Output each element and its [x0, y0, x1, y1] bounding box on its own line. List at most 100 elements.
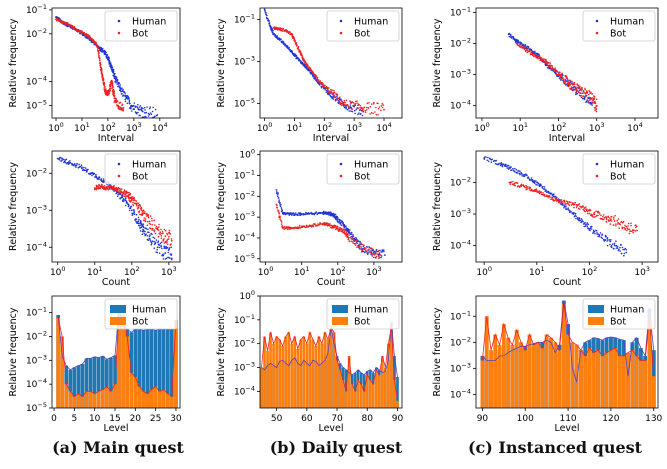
data-point: [301, 55, 303, 57]
data-point: [83, 31, 85, 34]
data-point: [63, 21, 66, 23]
data-point: [567, 208, 570, 211]
y-tick-label: 100: [239, 289, 255, 302]
data-point: [555, 197, 558, 200]
data-point: [348, 240, 351, 242]
data-point: [604, 239, 607, 241]
data-point: [604, 216, 607, 219]
data-point: [155, 239, 158, 241]
data-point: [108, 92, 111, 94]
data-point: [511, 169, 513, 171]
data-point: [538, 55, 541, 57]
data-point: [573, 215, 576, 218]
data-point: [279, 38, 282, 41]
series-bot: [93, 183, 173, 249]
data-point: [339, 99, 341, 101]
bar-bot: [72, 396, 77, 408]
data-point: [288, 31, 291, 33]
bar-bot: [149, 389, 154, 408]
data-point: [366, 246, 369, 248]
data-point: [634, 230, 637, 232]
legend-swatch-bot: [588, 317, 604, 325]
data-point: [600, 214, 602, 217]
data-point: [133, 198, 135, 200]
data-point: [338, 100, 341, 103]
data-point: [574, 202, 576, 204]
data-point: [277, 197, 280, 199]
data-point: [563, 201, 566, 203]
bar-bot: [600, 355, 605, 408]
data-point: [140, 223, 143, 225]
data-point: [288, 214, 291, 216]
data-point: [324, 89, 327, 91]
data-point: [508, 32, 511, 35]
data-point: [102, 77, 104, 80]
data-point: [97, 47, 100, 50]
data-point: [631, 230, 633, 232]
x-tick-label: 110: [559, 414, 576, 424]
legend-label-bot: Bot: [610, 317, 626, 328]
bar-bot: [613, 348, 618, 408]
data-point: [149, 106, 151, 108]
data-point: [619, 246, 621, 249]
data-point: [595, 215, 597, 218]
data-point: [316, 77, 319, 79]
data-point: [73, 26, 76, 29]
bar-bot: [302, 336, 306, 408]
data-point: [546, 62, 549, 65]
data-point: [529, 48, 531, 50]
bar-bot: [260, 367, 263, 408]
data-point: [593, 213, 596, 216]
data-point: [616, 247, 619, 249]
data-point: [501, 164, 503, 167]
data-point: [120, 188, 123, 190]
data-point: [158, 246, 161, 249]
data-point: [123, 200, 125, 202]
data-point: [167, 249, 170, 251]
data-point: [490, 161, 493, 163]
data-point: [620, 252, 623, 255]
data-point: [620, 221, 622, 224]
x-tick-label: 101: [287, 121, 303, 134]
data-point: [491, 158, 494, 161]
data-point: [338, 218, 341, 221]
chart-b2: 100 101 102 10310010−110−210−310−410−5Count…: [216, 148, 403, 288]
bar-bot: [557, 350, 562, 408]
data-point: [161, 253, 164, 256]
data-point: [613, 220, 616, 222]
data-point: [633, 229, 635, 231]
data-point: [515, 168, 518, 171]
x-tick-label: 103: [161, 265, 177, 278]
data-point: [591, 101, 593, 103]
axes-frame: [259, 295, 403, 409]
bar-bot: [626, 352, 630, 408]
data-point: [348, 237, 350, 239]
data-point: [96, 43, 98, 46]
bar-bot: [378, 374, 381, 408]
data-point: [321, 81, 324, 84]
data-point: [56, 19, 58, 22]
data-point: [544, 188, 546, 190]
data-point: [354, 100, 357, 103]
data-point: [112, 88, 115, 91]
data-point: [111, 186, 114, 188]
data-point: [594, 102, 597, 105]
data-point: [168, 247, 171, 250]
data-point: [581, 219, 583, 221]
data-point: [381, 251, 384, 253]
data-point: [128, 98, 130, 100]
data-point: [272, 29, 274, 32]
data-point: [146, 220, 149, 223]
bar-bot: [536, 342, 541, 408]
data-point: [566, 202, 569, 204]
data-point: [286, 228, 289, 231]
data-point: [506, 165, 508, 168]
data-point: [144, 115, 147, 118]
data-point: [143, 217, 146, 219]
x-tick-label: 101: [294, 265, 310, 278]
data-point: [158, 244, 160, 246]
data-point: [295, 42, 298, 45]
bar-bot: [544, 334, 549, 408]
data-point: [550, 68, 552, 70]
data-point: [317, 223, 319, 225]
